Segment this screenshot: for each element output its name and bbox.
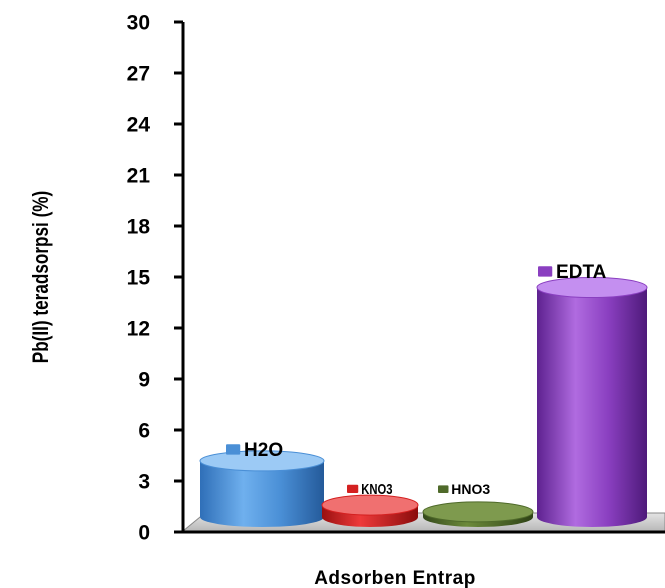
data-label-swatch — [347, 484, 359, 493]
data-label-swatch — [538, 266, 553, 277]
bar-top — [199, 450, 325, 472]
y-tick-label: 9 — [138, 369, 150, 392]
bars — [199, 277, 648, 527]
data-label: HNO3 — [451, 481, 490, 497]
bar-body — [200, 460, 324, 527]
y-tick-label: 21 — [127, 165, 151, 188]
bar-top — [321, 494, 419, 516]
y-axis-label: Pb(II) teradsorpsi (%) — [29, 191, 54, 363]
bar-edta — [536, 277, 648, 527]
y-tick-label: 30 — [127, 12, 150, 35]
y-axis-tick-labels: 0 3 6 9 12 15 18 21 24 27 30 — [127, 12, 151, 545]
y-tick-label: 0 — [138, 522, 150, 545]
data-label-swatch — [438, 485, 449, 494]
bar-body — [537, 287, 647, 527]
data-labels: H2O KNO3 HNO3 EDTA — [226, 262, 607, 497]
x-axis-label: Adsorben Entrap — [314, 568, 476, 588]
data-label-swatch — [226, 444, 241, 455]
data-label: KNO3 — [361, 480, 392, 497]
bar-h2o — [199, 450, 325, 527]
y-tick-label: 15 — [127, 267, 151, 290]
y-tick-label: 24 — [127, 114, 151, 137]
bar-hno3 — [422, 501, 534, 527]
y-tick-label: 3 — [138, 471, 150, 494]
y-tick-label: 12 — [127, 318, 150, 341]
bar-top — [536, 277, 648, 298]
y-axis-ticks — [174, 20, 183, 534]
y-tick-label: 6 — [138, 420, 150, 443]
bar-top — [422, 501, 534, 523]
data-label: EDTA — [556, 262, 607, 283]
y-tick-label: 27 — [127, 63, 150, 86]
bar-kno3 — [321, 494, 419, 527]
y-tick-label: 18 — [127, 216, 151, 239]
data-label: H2O — [244, 440, 283, 461]
